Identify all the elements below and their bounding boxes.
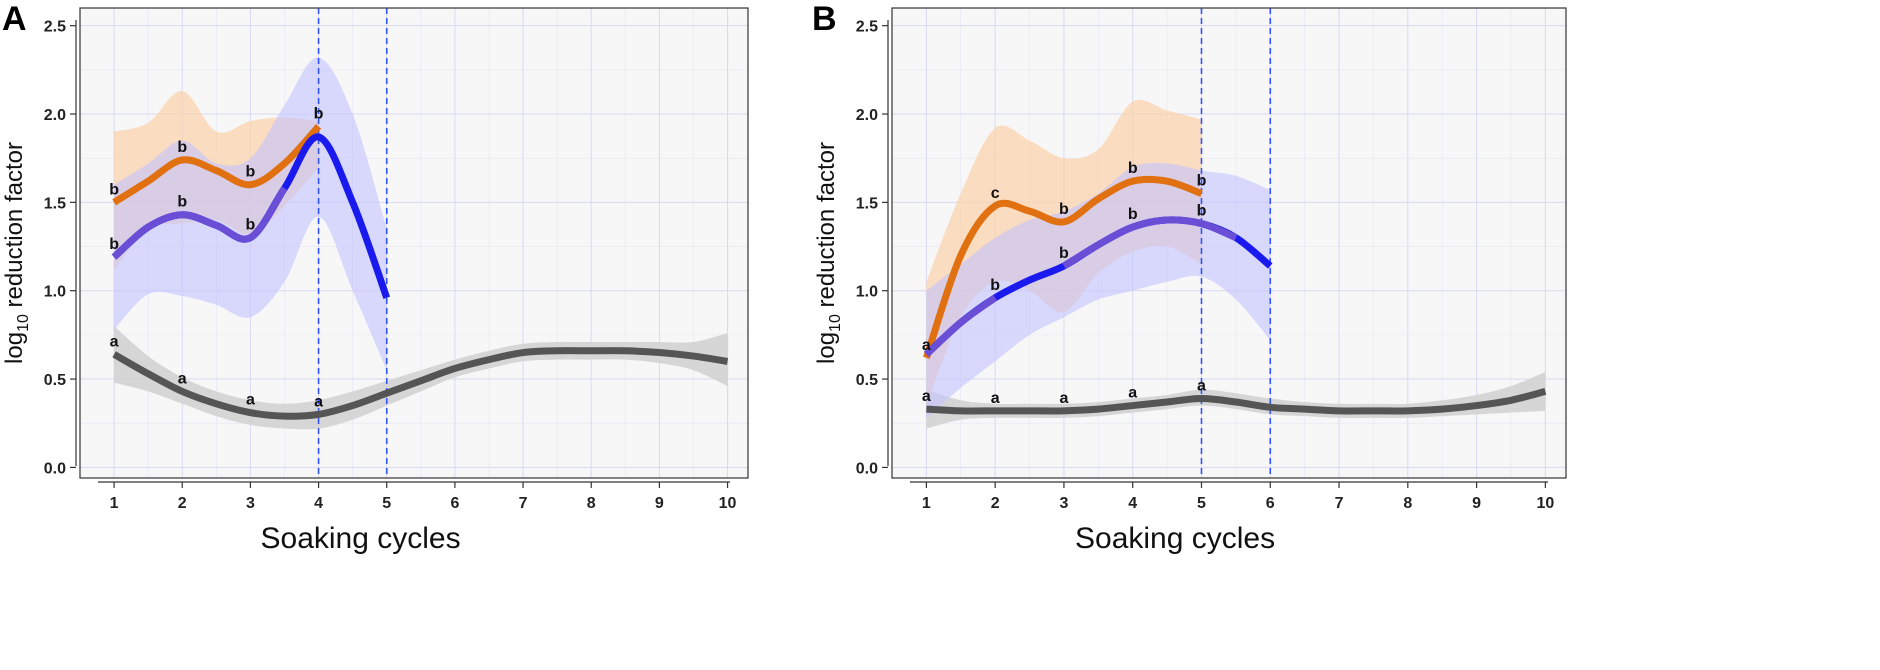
sig-letter: b — [109, 236, 119, 253]
sig-letter: b — [1128, 206, 1138, 223]
y-tick-label: 2.0 — [856, 107, 878, 124]
x-tick-label: 2 — [178, 495, 187, 512]
x-tick-label: 10 — [1536, 495, 1554, 512]
x-tick-label: 9 — [1472, 495, 1481, 512]
x-tick-label: 7 — [1335, 495, 1344, 512]
sig-letter: a — [110, 333, 119, 350]
line-purple — [924, 294, 998, 357]
x-tick-label: 1 — [922, 495, 931, 512]
y-title-log-b: log — [813, 332, 840, 364]
y-title-rest-b: reduction factor — [813, 142, 840, 314]
sig-letter: b — [1128, 160, 1138, 177]
x-axis-title-a: Soaking cycles — [261, 522, 461, 555]
band-purple-blue — [926, 163, 1271, 418]
significance-letters-a: a a a a b b b b b b b — [109, 105, 323, 410]
y-tick-label: 0.0 — [856, 460, 878, 477]
x-tick-label: 4 — [314, 495, 323, 512]
sig-letter: a — [178, 370, 187, 387]
sig-letter: b — [177, 194, 187, 211]
sig-letter: a — [922, 388, 931, 405]
x-tick-label: 4 — [1128, 495, 1137, 512]
y-tick-label: 0.5 — [44, 372, 66, 389]
sig-letter: a — [1059, 390, 1068, 407]
sig-letter: b — [1197, 203, 1207, 220]
x-tick-label: 5 — [1197, 495, 1206, 512]
panel-a: A a a a a b b b b b b b 1 2 3 4 5 6 7 8 9 10 0.0 0.5 1.0 1.5 2.0… — [1, 0, 749, 555]
sig-letter: a — [314, 393, 323, 410]
x-tick-label: 7 — [519, 495, 528, 512]
line-purple-2 — [1062, 216, 1238, 269]
y-tick-label: 1.5 — [44, 195, 66, 212]
sig-letter: a — [922, 337, 931, 354]
line-gray — [112, 347, 729, 420]
sig-letter: c — [991, 185, 1000, 202]
dashed-lines-a — [317, 8, 388, 478]
y-tick-label: 0.0 — [44, 460, 66, 477]
y-axis-title-a: log10 reduction factor — [1, 142, 32, 364]
sig-letter: b — [246, 164, 256, 181]
x-tick-label: 1 — [110, 495, 119, 512]
sig-letter: b — [109, 181, 119, 198]
axes-b: 1 2 3 4 5 6 7 8 9 10 0.0 0.5 1.0 1.5 2.0 2.5 — [856, 7, 1567, 512]
y-tick-label: 0.5 — [856, 372, 878, 389]
y-tick-label: 1.0 — [44, 284, 66, 301]
x-tick-label: 6 — [450, 495, 459, 512]
sig-letter: b — [177, 139, 187, 156]
plot-border — [79, 7, 749, 479]
sig-letter: a — [246, 392, 255, 409]
y-tick-label: 1.5 — [856, 195, 878, 212]
x-tick-label: 5 — [382, 495, 391, 512]
sig-letter: b — [1197, 173, 1207, 190]
y-tick-label: 2.0 — [44, 107, 66, 124]
x-tick-label: 8 — [587, 495, 596, 512]
sig-letter: b — [246, 217, 256, 234]
sig-letter: b — [990, 277, 1000, 294]
series-lines-a — [111, 124, 729, 420]
y-title-sub-b: 10 — [827, 314, 844, 332]
y-tick-label: 2.5 — [44, 19, 66, 36]
sig-letter: a — [1197, 377, 1206, 394]
panel-label-b: B — [812, 0, 837, 38]
series-lines-b — [923, 175, 1547, 415]
x-tick-label: 10 — [719, 495, 737, 512]
x-tick-label: 9 — [655, 495, 664, 512]
y-title-sub-a: 10 — [15, 314, 32, 332]
sig-letter: b — [1059, 245, 1069, 262]
panel-label-a: A — [2, 0, 27, 38]
x-tick-label: 6 — [1266, 495, 1275, 512]
sig-letter: b — [314, 105, 324, 122]
line-gray — [926, 388, 1547, 415]
y-tick-label: 2.5 — [856, 19, 878, 36]
y-title-log-a: log — [1, 332, 28, 364]
line-purple — [111, 186, 288, 260]
x-tick-label: 2 — [991, 495, 1000, 512]
line-orange — [112, 124, 322, 206]
sig-letter: a — [991, 390, 1000, 407]
y-tick-label: 1.0 — [856, 284, 878, 301]
x-tick-label: 8 — [1403, 495, 1412, 512]
sig-letter: b — [1059, 201, 1069, 218]
plot-border — [891, 7, 1567, 479]
line-orange — [923, 175, 1203, 359]
x-tick-label: 3 — [1059, 495, 1068, 512]
x-tick-label: 3 — [246, 495, 255, 512]
sig-letter: a — [1128, 385, 1137, 402]
y-title-rest-a: reduction factor — [1, 142, 28, 314]
axes-a: 1 2 3 4 5 6 7 8 9 10 0.0 0.5 1.0 1.5 2.0 2.5 — [44, 7, 749, 512]
x-axis-title-b: Soaking cycles — [1075, 522, 1275, 555]
y-axis-title-b: log10 reduction factor — [813, 142, 844, 364]
